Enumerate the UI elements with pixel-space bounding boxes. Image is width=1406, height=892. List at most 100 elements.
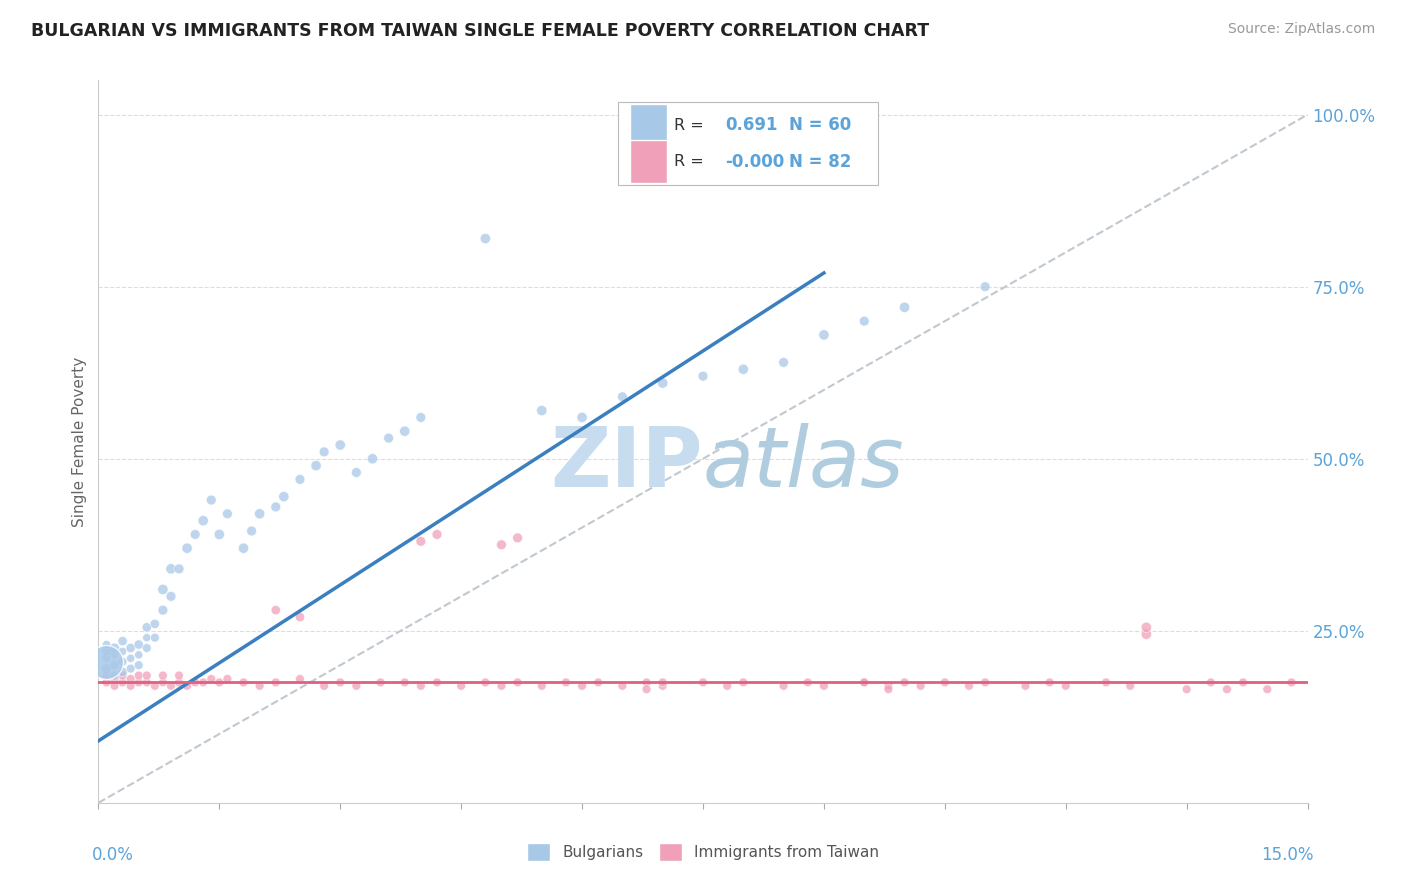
Point	[264, 500, 287, 514]
Point	[111, 665, 134, 679]
Point	[1135, 627, 1157, 641]
Point	[1199, 675, 1222, 690]
Point	[651, 376, 673, 390]
Point	[1281, 675, 1303, 690]
FancyBboxPatch shape	[630, 140, 666, 183]
Point	[96, 638, 118, 652]
Point	[120, 662, 142, 676]
Point	[651, 679, 673, 693]
Point	[200, 672, 222, 686]
Point	[329, 675, 352, 690]
Point	[111, 634, 134, 648]
Point	[135, 631, 157, 645]
Point	[103, 668, 125, 682]
Point	[530, 403, 553, 417]
Point	[232, 675, 254, 690]
Point	[910, 679, 932, 693]
Point	[361, 451, 384, 466]
Point	[217, 672, 239, 686]
Point	[377, 431, 399, 445]
Point	[200, 493, 222, 508]
Point	[217, 507, 239, 521]
Point	[96, 651, 118, 665]
Point	[232, 541, 254, 556]
Point	[314, 679, 336, 693]
Point	[128, 638, 150, 652]
Point	[288, 672, 311, 686]
Point	[96, 662, 118, 676]
Point	[103, 672, 125, 686]
Point	[1216, 682, 1239, 697]
Point	[184, 675, 207, 690]
Text: atlas: atlas	[703, 423, 904, 504]
Point	[314, 445, 336, 459]
Point	[167, 562, 190, 576]
Text: 0.691: 0.691	[724, 116, 778, 134]
Point	[409, 410, 432, 425]
Point	[103, 648, 125, 662]
FancyBboxPatch shape	[630, 103, 666, 146]
Point	[409, 534, 432, 549]
FancyBboxPatch shape	[619, 102, 879, 185]
Point	[813, 327, 835, 342]
Point	[426, 527, 449, 541]
Point	[426, 675, 449, 690]
Point	[305, 458, 328, 473]
Point	[160, 590, 183, 604]
Point	[1054, 679, 1077, 693]
Point	[370, 675, 392, 690]
Point	[1039, 675, 1062, 690]
Point	[208, 675, 231, 690]
Point	[120, 651, 142, 665]
Point	[877, 679, 900, 693]
Point	[716, 679, 738, 693]
Point	[974, 675, 997, 690]
Y-axis label: Single Female Poverty: Single Female Poverty	[72, 357, 87, 526]
Point	[152, 675, 174, 690]
Point	[450, 679, 472, 693]
Point	[651, 675, 673, 690]
Point	[612, 679, 634, 693]
Point	[120, 640, 142, 655]
Point	[813, 679, 835, 693]
Point	[733, 362, 755, 376]
Point	[103, 679, 125, 693]
Text: N = 60: N = 60	[789, 116, 851, 134]
Point	[692, 675, 714, 690]
Text: Source: ZipAtlas.com: Source: ZipAtlas.com	[1227, 22, 1375, 37]
Point	[474, 231, 496, 245]
Point	[733, 675, 755, 690]
Text: ZIP: ZIP	[551, 423, 703, 504]
Point	[344, 466, 367, 480]
Point	[96, 675, 118, 690]
Point	[184, 527, 207, 541]
Point	[264, 675, 287, 690]
Point	[273, 490, 295, 504]
Point	[111, 655, 134, 669]
Point	[240, 524, 263, 538]
Point	[1256, 682, 1278, 697]
Point	[506, 531, 529, 545]
Point	[1135, 620, 1157, 634]
Point	[208, 527, 231, 541]
Point	[167, 675, 190, 690]
Point	[135, 668, 157, 682]
Point	[96, 644, 118, 658]
Point	[394, 424, 416, 438]
Point	[103, 640, 125, 655]
Point	[772, 679, 794, 693]
Legend: Bulgarians, Immigrants from Taiwan: Bulgarians, Immigrants from Taiwan	[522, 837, 884, 867]
Point	[571, 410, 593, 425]
Point	[176, 541, 198, 556]
Point	[167, 668, 190, 682]
Point	[135, 620, 157, 634]
Point	[636, 675, 658, 690]
Point	[128, 648, 150, 662]
Point	[555, 675, 578, 690]
Text: N = 82: N = 82	[789, 153, 851, 170]
Text: R =: R =	[673, 154, 709, 169]
Point	[193, 675, 215, 690]
Point	[288, 610, 311, 624]
Point	[1014, 679, 1036, 693]
Point	[152, 603, 174, 617]
